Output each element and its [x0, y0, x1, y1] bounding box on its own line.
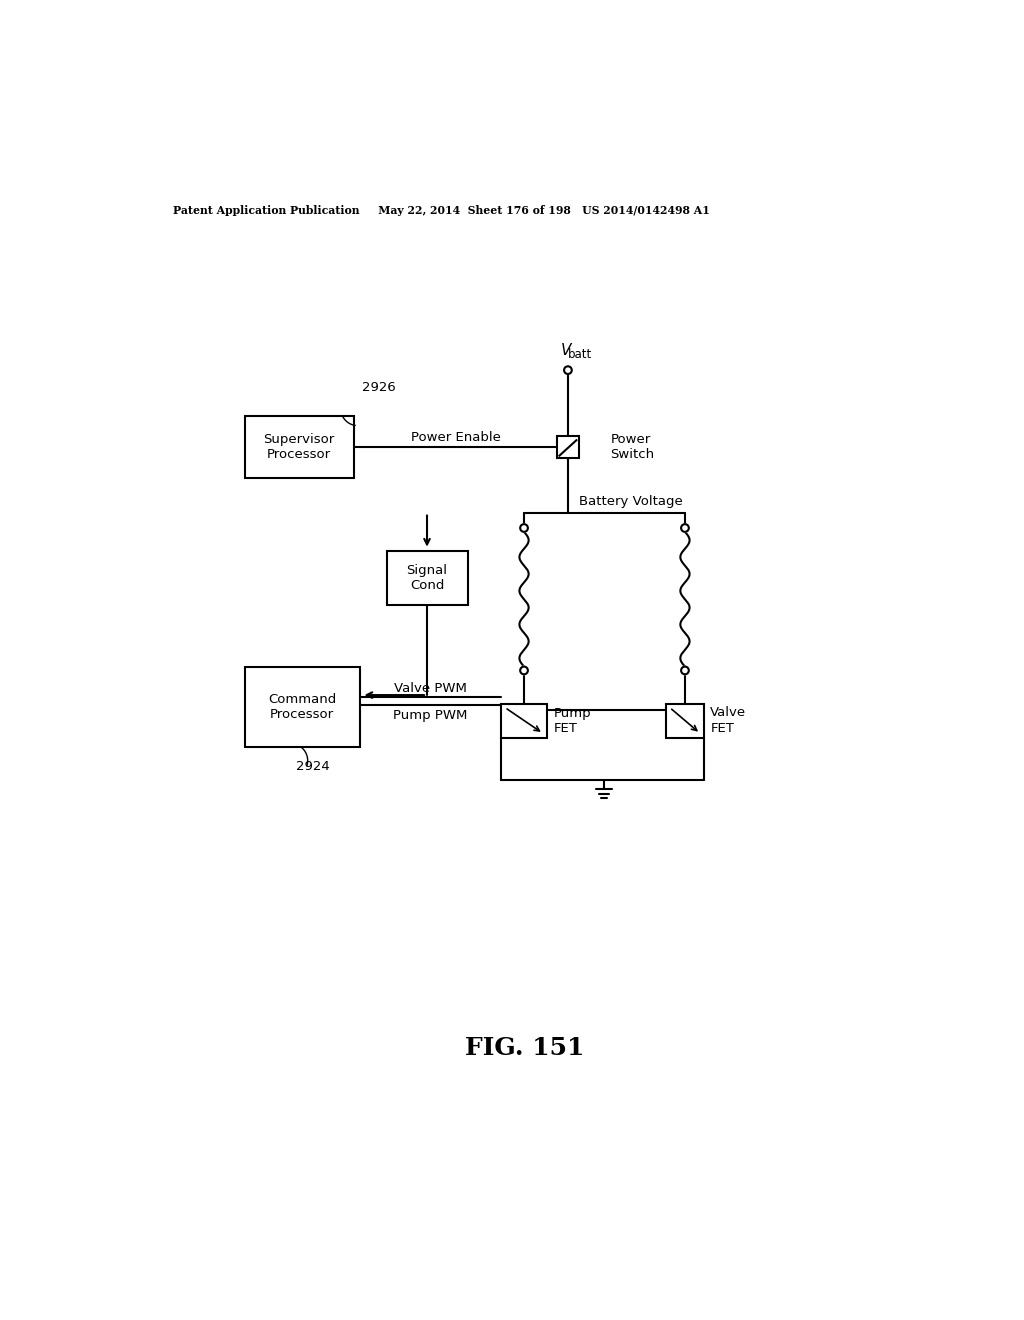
Text: Command
Processor: Command Processor	[268, 693, 337, 721]
Text: Power
Switch: Power Switch	[610, 433, 654, 461]
Text: batt: batt	[568, 348, 592, 362]
Text: 2926: 2926	[361, 381, 395, 395]
Bar	[245, 667, 360, 747]
Circle shape	[564, 367, 571, 374]
Circle shape	[681, 667, 689, 675]
Text: Valve
FET: Valve FET	[711, 706, 746, 734]
Bar	[245, 416, 354, 478]
Text: V: V	[561, 343, 571, 359]
Bar	[557, 437, 579, 458]
Text: Signal
Cond: Signal Cond	[407, 564, 447, 593]
Text: Valve PWM: Valve PWM	[394, 682, 467, 696]
Text: Power Enable: Power Enable	[411, 432, 501, 445]
Text: Pump
FET: Pump FET	[553, 706, 591, 734]
Text: Battery Voltage: Battery Voltage	[580, 495, 683, 508]
Bar	[501, 704, 547, 738]
Circle shape	[520, 524, 528, 532]
Text: Patent Application Publication     May 22, 2014  Sheet 176 of 198   US 2014/0142: Patent Application Publication May 22, 2…	[173, 205, 710, 216]
Text: Pump PWM: Pump PWM	[393, 709, 468, 722]
Text: 2924: 2924	[296, 760, 330, 774]
Bar	[666, 704, 705, 738]
Bar	[387, 552, 468, 605]
Circle shape	[681, 524, 689, 532]
Circle shape	[520, 667, 528, 675]
Text: Supervisor
Processor: Supervisor Processor	[263, 433, 335, 461]
Text: FIG. 151: FIG. 151	[465, 1036, 585, 1060]
